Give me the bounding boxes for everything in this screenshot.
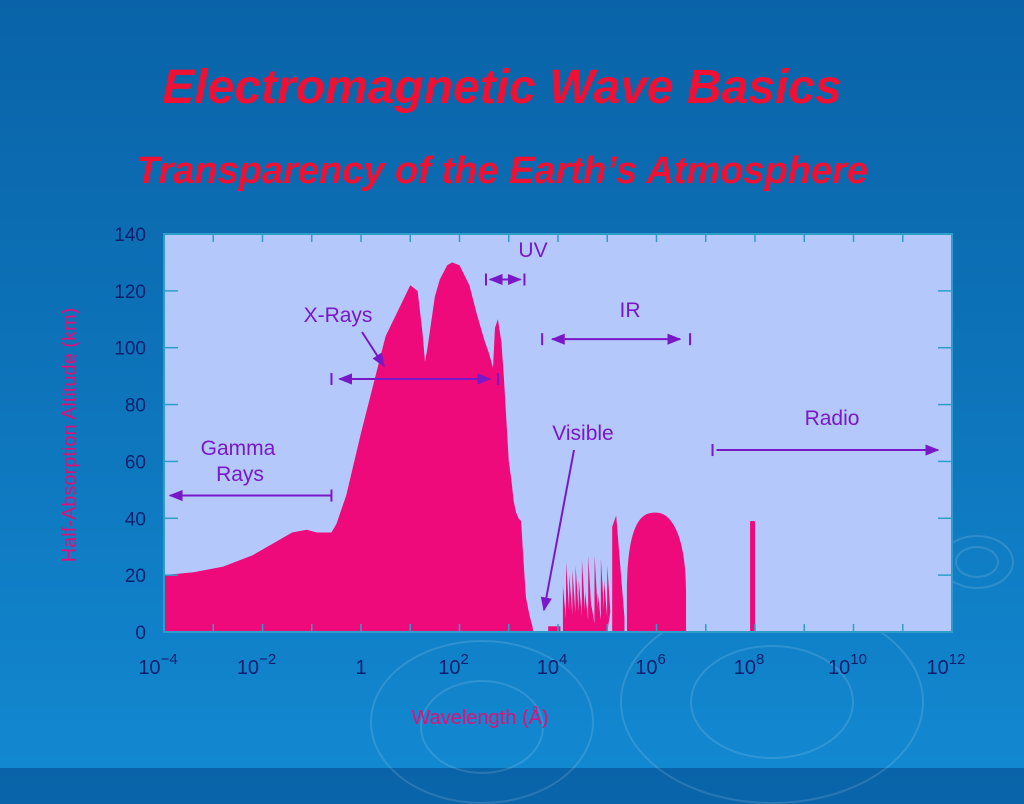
absorption-spike [750,521,755,632]
x-tick-label: 1012 [927,651,966,679]
x-tick-label: 102 [438,651,469,679]
x-tick-label: 10−2 [237,651,276,679]
x-axis-label: Wavelength (Å) [411,706,548,729]
y-tick-label: 40 [125,509,146,530]
y-tick-label: 0 [135,623,146,644]
x-rays-label: X-Rays [304,304,373,327]
y-tick-label: 60 [125,452,146,473]
x-tick-label: 1010 [828,651,867,679]
x-tick-label: 104 [537,651,568,679]
uv-label: UV [518,239,547,262]
x-tick-label: 10−4 [138,651,177,679]
x-tick-label: 106 [635,651,666,679]
y-axis-label: Half-Absorption Altitude (km) [59,308,81,563]
y-tick-label: 100 [114,339,146,360]
gamma-rays-label: Gamma [201,437,276,460]
y-tick-label: 140 [114,225,146,246]
y-tick-label: 80 [125,396,146,417]
radio-label: Radio [805,407,860,430]
x-tick-label: 1 [355,657,366,679]
chart: 0 20 40 60 80 100 120 140 10−4 10−2 1 102 104 106 108 1… [0,0,1024,768]
visible-label: Visible [552,422,613,445]
y-tick-label: 20 [125,566,146,587]
ir-label: IR [620,299,641,322]
gamma-rays-label: Rays [216,463,264,486]
y-tick-label: 120 [114,282,146,303]
x-tick-label: 108 [734,651,765,679]
